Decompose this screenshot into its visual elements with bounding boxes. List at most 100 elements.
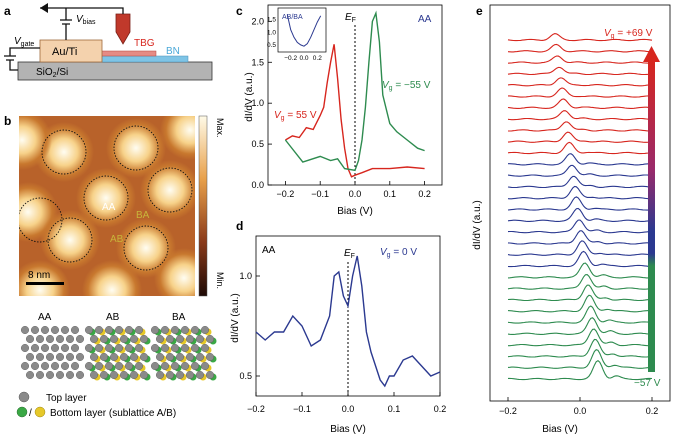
panel-c-letter: c bbox=[236, 4, 243, 18]
e-trace-blue bbox=[507, 230, 653, 245]
v-bias-sub: bias bbox=[83, 19, 96, 26]
v-bias-label: V bbox=[76, 14, 84, 25]
substrate-label: SiO bbox=[36, 67, 53, 78]
e-trace-blue bbox=[507, 207, 653, 222]
topograph-bump bbox=[19, 116, 52, 170]
top-layer-atom bbox=[65, 335, 74, 344]
top-layer-atom bbox=[124, 326, 133, 335]
d-ytick-label: 0.5 bbox=[239, 371, 252, 381]
top-layer-atom bbox=[94, 362, 103, 371]
c-xlabel: Bias (V) bbox=[337, 206, 373, 217]
aa-site-ring bbox=[83, 175, 129, 221]
svg-text:Vg = −55 V: Vg = −55 V bbox=[382, 80, 431, 92]
top-layer-atom bbox=[190, 362, 199, 371]
e-trace-red bbox=[508, 87, 653, 98]
scale-label: 8 nm bbox=[28, 270, 50, 281]
atomic-model-aa bbox=[21, 326, 84, 380]
v-gate-sub: gate bbox=[21, 41, 35, 48]
e-trace-blue bbox=[507, 196, 653, 211]
top-layer-atom bbox=[155, 353, 164, 362]
top-layer-atom bbox=[26, 371, 35, 380]
svg-text:EF: EF bbox=[344, 248, 355, 260]
top-layer-atom bbox=[89, 353, 98, 362]
model-title-ba: BA bbox=[172, 312, 186, 323]
c-ylabel: dI/dV (a.u.) bbox=[244, 72, 255, 121]
colorbar-max: Max. bbox=[215, 118, 225, 138]
topograph-bump bbox=[19, 260, 70, 296]
e-trace-red bbox=[508, 121, 653, 132]
e-trace-blue bbox=[508, 153, 652, 166]
topograph-bump bbox=[82, 260, 142, 296]
atomic-model-ba bbox=[150, 326, 217, 381]
topograph-bump bbox=[40, 210, 100, 270]
top-layer-atom bbox=[21, 362, 30, 371]
c-xtick-label: −0.1 bbox=[311, 189, 329, 199]
top-layer-atom bbox=[75, 371, 84, 380]
e-trace-blue bbox=[507, 185, 652, 200]
top-layer-atom bbox=[175, 353, 184, 362]
c-vg-neg: V bbox=[382, 80, 390, 91]
e-vg-top-val: = +69 V bbox=[615, 28, 653, 39]
panel-e: e dI/dV (a.u.) −0.2 0.0 0.2 Bias (V) Vg = … bbox=[472, 4, 671, 435]
top-layer-atom bbox=[26, 335, 35, 344]
c-ef: E bbox=[345, 12, 352, 23]
aa-site-ring bbox=[113, 125, 159, 171]
e-vg-bottom: −57 V bbox=[634, 378, 661, 389]
aa-site-ring bbox=[123, 225, 169, 271]
c-series-red bbox=[285, 44, 425, 178]
top-layer-atom bbox=[200, 362, 209, 371]
top-layer-atom bbox=[31, 326, 40, 335]
panel-b: b AA BA AB 8 nm Max. Min. AA AB BA Top l… bbox=[4, 114, 225, 419]
top-layer-atom bbox=[175, 371, 184, 380]
top-layer-atom bbox=[51, 344, 60, 353]
top-layer-atom bbox=[26, 353, 35, 362]
e-trace-blue bbox=[507, 175, 653, 189]
top-layer-atom bbox=[205, 335, 214, 344]
top-layer-atom bbox=[56, 335, 65, 344]
top-layer-atom bbox=[160, 344, 169, 353]
c-inset-ytick-label: 0.5 bbox=[267, 42, 276, 49]
top-layer-atom bbox=[180, 362, 189, 371]
top-layer-atom bbox=[61, 344, 70, 353]
top-layer-atom bbox=[114, 362, 123, 371]
top-layer-atom bbox=[61, 362, 70, 371]
panel-a-letter: a bbox=[4, 4, 11, 18]
e-trace-red bbox=[507, 33, 653, 42]
top-layer-atom bbox=[31, 344, 40, 353]
stm-tip bbox=[115, 13, 131, 45]
e-trace-green bbox=[507, 274, 653, 290]
d-vg-sub: g bbox=[387, 252, 391, 259]
top-layer-atom bbox=[150, 344, 159, 353]
top-layer-atom bbox=[175, 335, 184, 344]
top-layer-atom bbox=[155, 335, 164, 344]
top-layer-atom bbox=[36, 335, 45, 344]
top-layer-atom bbox=[180, 344, 189, 353]
top-layer-atom bbox=[129, 371, 138, 380]
colorbar bbox=[198, 115, 208, 297]
bias-wiring bbox=[40, 7, 124, 40]
bias-arrow bbox=[40, 3, 48, 13]
c-vg-pos: V bbox=[274, 110, 282, 121]
e-trace-green bbox=[507, 317, 653, 335]
top-layer-atom bbox=[205, 371, 214, 380]
top-layer-atom bbox=[65, 353, 74, 362]
c-inset-axes bbox=[277, 7, 327, 53]
atomic-model-ab bbox=[84, 326, 151, 381]
top-layer-atom bbox=[170, 344, 179, 353]
substrate-tail: /Si bbox=[57, 67, 69, 78]
top-layer-atom bbox=[185, 335, 194, 344]
c-xtick-label: −0.2 bbox=[277, 189, 295, 199]
e-ylabel: dI/dV (a.u.) bbox=[472, 200, 483, 249]
top-layer-atom bbox=[139, 335, 148, 344]
top-layer-atom bbox=[185, 371, 194, 380]
scale-bar bbox=[26, 282, 64, 285]
c-vg-neg-val: = −55 V bbox=[393, 80, 431, 91]
e-trace-green bbox=[508, 328, 653, 347]
d-xtick-label: 0.2 bbox=[434, 404, 447, 414]
gate-wiring bbox=[4, 47, 40, 71]
top-layer-atom bbox=[41, 362, 50, 371]
top-layer-atom bbox=[46, 353, 55, 362]
label-ab: AB bbox=[110, 234, 124, 245]
top-layer-atom bbox=[56, 353, 65, 362]
e-trace-red bbox=[507, 66, 653, 76]
